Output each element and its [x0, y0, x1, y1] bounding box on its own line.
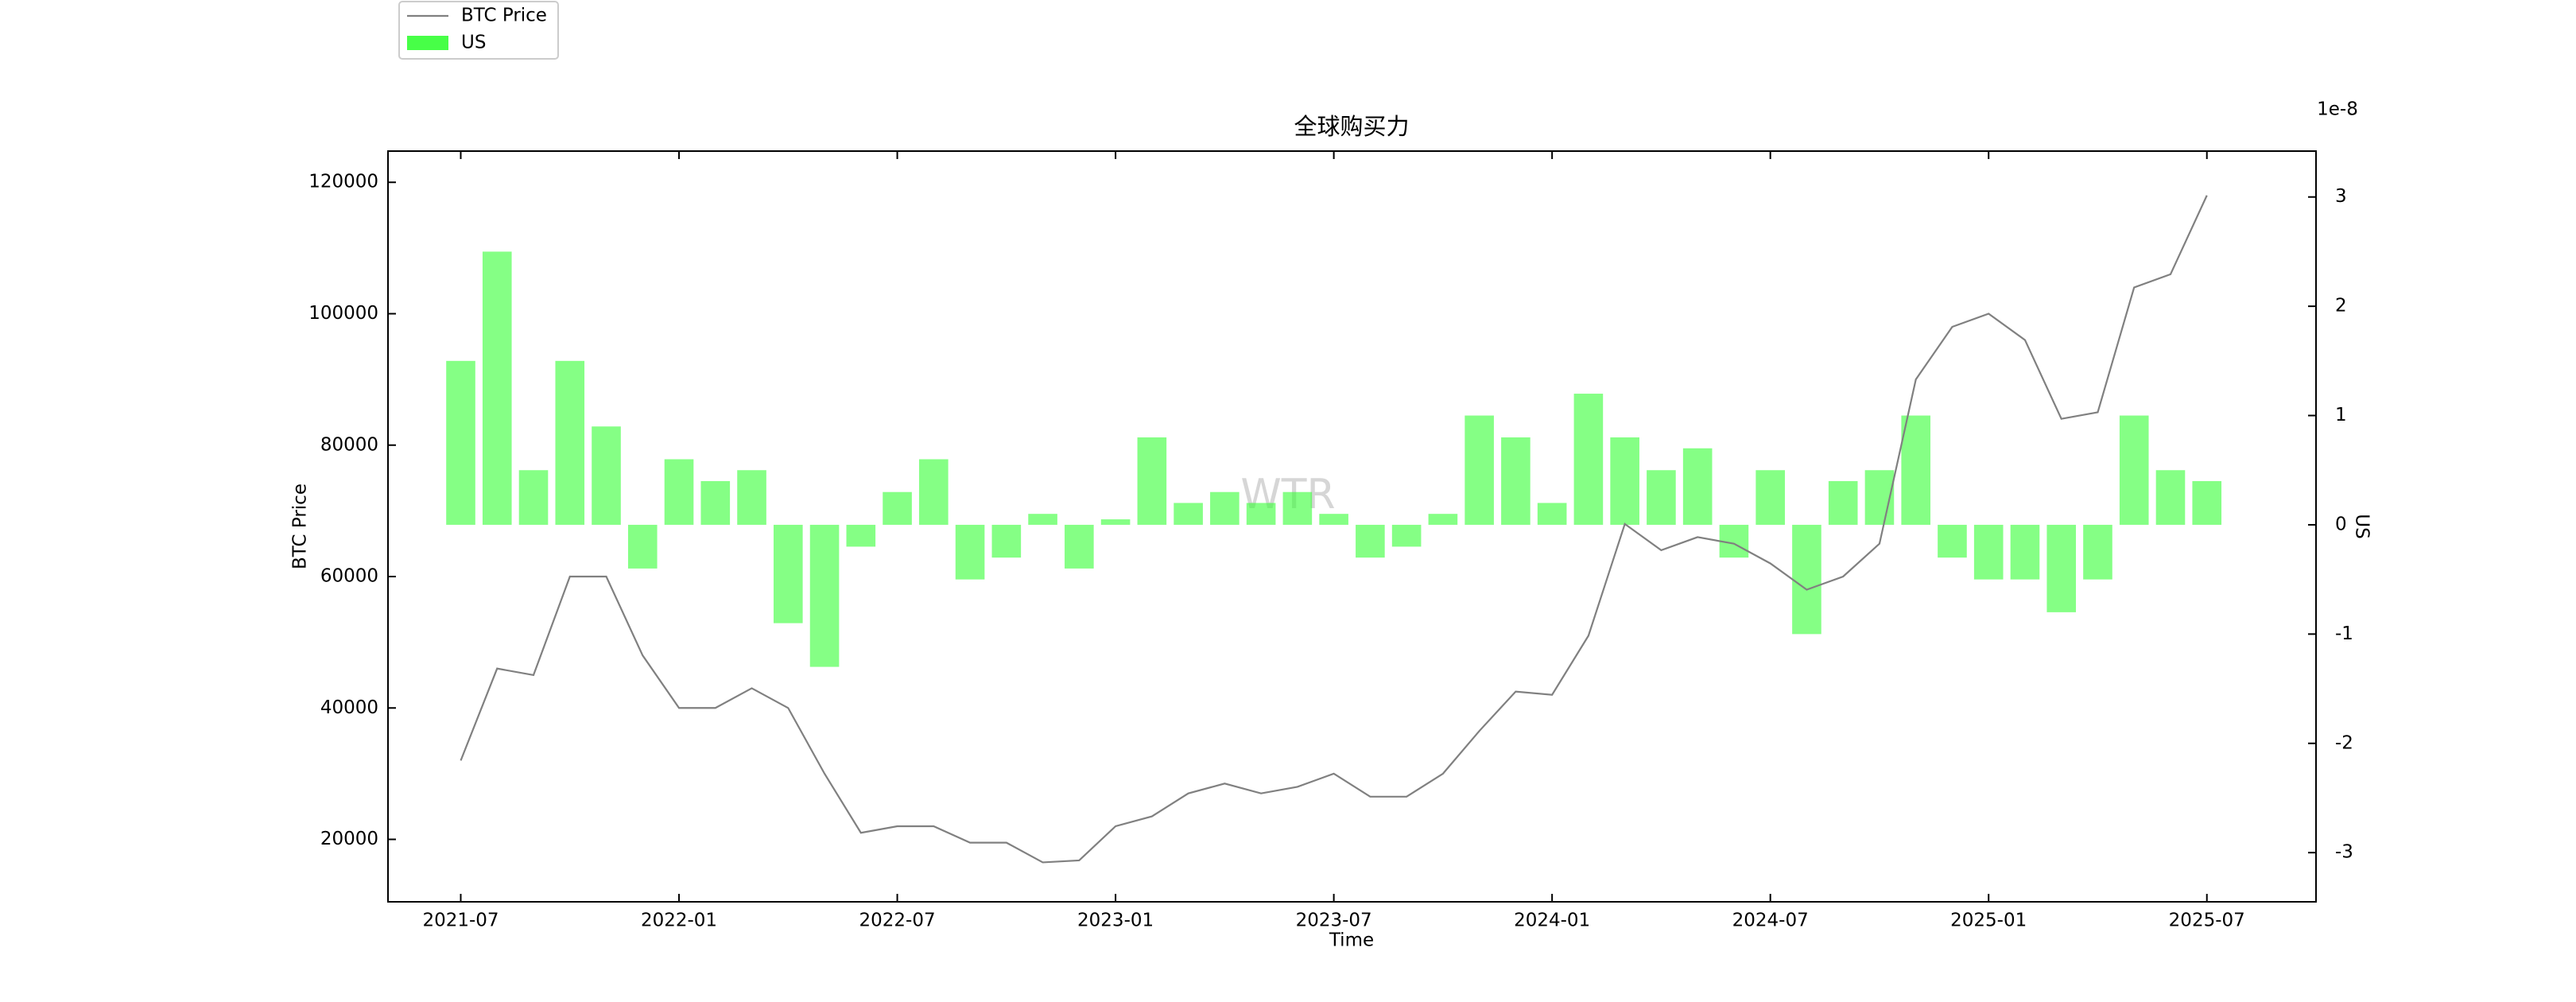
bar [883, 491, 912, 525]
bar [1755, 470, 1785, 525]
plot-frame [387, 150, 2317, 903]
bar [1465, 415, 1494, 525]
y-tick-label: 80000 [320, 434, 378, 455]
bar [482, 251, 512, 525]
chart-title: 全球购买力 [1294, 113, 1409, 140]
bar [700, 480, 731, 525]
y-tick-label: 20000 [320, 829, 378, 849]
y2-tick-label: -2 [2335, 732, 2353, 753]
bar [2155, 470, 2186, 525]
bar [991, 524, 1022, 558]
bar [1792, 524, 1821, 635]
bar [1246, 503, 1276, 525]
bar [1573, 394, 1604, 525]
line [460, 195, 2208, 864]
bar [627, 524, 658, 569]
bar [2083, 524, 2112, 580]
bar [1356, 524, 1385, 558]
bar [592, 426, 621, 525]
bar [1901, 415, 1930, 525]
y-tick-label: 40000 [320, 697, 378, 718]
y2-axis-label: US [2352, 514, 2372, 538]
bar [1682, 448, 1713, 525]
x-tick-label: 2025-01 [1950, 911, 2027, 931]
x-tick-label: 2023-07 [1296, 911, 1372, 931]
bar [1065, 524, 1094, 569]
bar [1319, 514, 1348, 525]
x-axis-label: Time [1329, 930, 1374, 951]
bar [774, 524, 803, 623]
bar [1028, 514, 1057, 525]
bar [1428, 514, 1458, 525]
x-tick-label: 2021-07 [422, 911, 499, 931]
x-tick-label: 2022-07 [859, 911, 936, 931]
bar [809, 524, 840, 667]
bar [1391, 524, 1422, 547]
bar [1137, 437, 1167, 525]
y2-tick-label: 1 [2335, 405, 2347, 425]
bar [1282, 491, 1313, 525]
bar [664, 459, 694, 525]
bar [1610, 437, 1639, 525]
bar [919, 459, 949, 525]
x-tick-label: 2024-07 [1732, 911, 1809, 931]
bar [737, 470, 766, 525]
y-tick-label: 100000 [308, 303, 378, 324]
bar [1938, 524, 1967, 558]
legend-label: BTC Price [461, 6, 547, 26]
bar [2192, 480, 2222, 525]
bar [1537, 503, 1567, 525]
bar [518, 470, 549, 525]
bar [1647, 470, 1676, 525]
x-tick-label: 2022-01 [641, 911, 717, 931]
bar [1828, 480, 1858, 525]
y2-tick-label: -3 [2335, 842, 2353, 863]
bar [2046, 524, 2077, 612]
legend-swatch [407, 36, 448, 50]
bar [846, 524, 876, 547]
bar [1210, 491, 1240, 525]
bar [1100, 519, 1131, 525]
x-tick-label: 2023-01 [1077, 911, 1154, 931]
bar [955, 524, 985, 580]
y-tick-label: 120000 [308, 172, 378, 192]
x-tick-label: 2024-01 [1514, 911, 1590, 931]
bar [1174, 503, 1203, 525]
y2-offset-label: 1e-8 [2317, 99, 2358, 120]
y-axis-label: BTC Price [290, 484, 311, 569]
bar [446, 360, 475, 525]
y-tick-label: 60000 [320, 566, 378, 587]
bar [1501, 437, 1530, 525]
bar [555, 360, 585, 525]
y2-tick-label: 0 [2335, 514, 2347, 534]
bar [1973, 524, 2004, 580]
legend-label: US [461, 33, 486, 53]
bar [2119, 415, 2149, 525]
bar [2010, 524, 2040, 580]
x-tick-label: 2025-07 [2169, 911, 2245, 931]
y2-tick-label: -1 [2335, 623, 2353, 644]
y2-tick-label: 2 [2335, 296, 2347, 317]
y2-tick-label: 3 [2335, 186, 2347, 207]
